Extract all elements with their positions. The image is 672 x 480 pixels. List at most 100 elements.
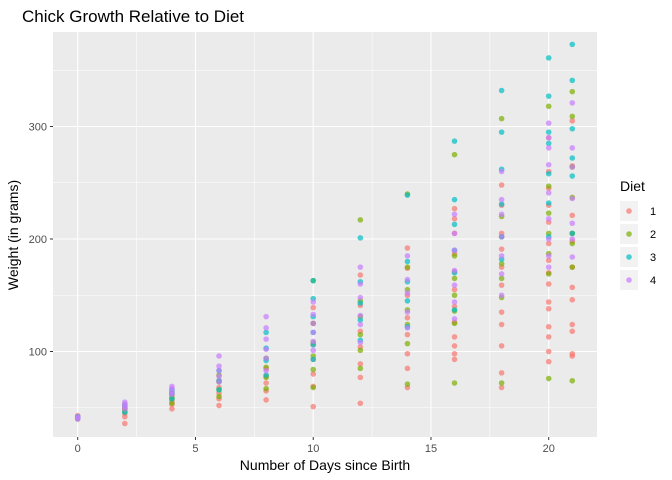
legend-swatch-diet-2 bbox=[626, 231, 632, 237]
data-point-diet-1 bbox=[310, 304, 317, 311]
data-point-diet-2 bbox=[545, 183, 552, 189]
data-point-diet-2 bbox=[451, 320, 458, 327]
data-point-diet-1 bbox=[451, 334, 458, 340]
data-point-diet-4 bbox=[263, 367, 269, 374]
data-point-diet-3 bbox=[569, 155, 576, 161]
data-point-diet-3 bbox=[545, 170, 552, 177]
data-point-diet-4 bbox=[451, 211, 458, 218]
data-point-diet-1 bbox=[545, 257, 552, 264]
data-point-diet-1 bbox=[404, 331, 411, 338]
data-point-diet-4 bbox=[451, 247, 458, 254]
legend: Diet 1 2 3 4 bbox=[618, 178, 658, 292]
data-point-diet-3 bbox=[263, 372, 269, 378]
data-point-diet-4 bbox=[404, 276, 411, 283]
data-point-diet-2 bbox=[451, 275, 458, 282]
data-point-diet-1 bbox=[569, 284, 576, 291]
data-point-diet-2 bbox=[404, 264, 411, 270]
data-point-diet-3 bbox=[310, 277, 317, 284]
data-point-diet-1 bbox=[357, 361, 364, 367]
data-point-diet-2 bbox=[569, 264, 576, 270]
data-point-diet-4 bbox=[263, 325, 269, 331]
data-point-diet-3 bbox=[310, 356, 317, 363]
data-point-diet-2 bbox=[569, 88, 576, 95]
x-tick-label: 5 bbox=[192, 443, 198, 455]
data-point-diet-2 bbox=[498, 260, 505, 267]
data-point-diet-3 bbox=[569, 173, 576, 179]
data-point-diet-4 bbox=[357, 312, 364, 319]
legend-label-diet-3: 3 bbox=[650, 252, 656, 264]
data-point-diet-4 bbox=[498, 271, 505, 277]
data-point-diet-2 bbox=[545, 103, 552, 110]
data-point-diet-4 bbox=[216, 379, 222, 385]
legend-label-diet-2: 2 bbox=[650, 229, 656, 241]
data-point-diet-4 bbox=[310, 311, 317, 318]
data-point-diet-3 bbox=[357, 317, 364, 323]
data-point-diet-3 bbox=[404, 192, 411, 198]
data-point-diet-2 bbox=[169, 400, 175, 407]
data-point-diet-2 bbox=[569, 240, 576, 247]
x-tick-label: 20 bbox=[543, 443, 555, 455]
data-point-diet-3 bbox=[451, 307, 458, 313]
data-point-diet-4 bbox=[545, 215, 552, 222]
data-point-diet-2 bbox=[451, 292, 458, 299]
data-point-diet-1 bbox=[310, 371, 317, 377]
data-point-diet-1 bbox=[357, 272, 364, 278]
data-point-diet-1 bbox=[569, 296, 576, 303]
x-tick-label: 10 bbox=[307, 443, 319, 455]
data-point-diet-1 bbox=[451, 286, 458, 293]
data-point-diet-4 bbox=[310, 299, 317, 305]
data-point-diet-4 bbox=[569, 164, 576, 170]
data-point-diet-1 bbox=[545, 348, 552, 355]
data-point-diet-3 bbox=[357, 235, 364, 241]
data-point-diet-3 bbox=[545, 140, 552, 147]
data-point-diet-4 bbox=[451, 316, 458, 322]
data-point-diet-4 bbox=[404, 290, 411, 296]
data-point-diet-3 bbox=[451, 196, 458, 203]
data-point-diet-4 bbox=[263, 355, 269, 362]
legend-swatch-diet-4 bbox=[626, 277, 632, 283]
data-point-diet-1 bbox=[545, 281, 552, 287]
data-point-diet-4 bbox=[357, 294, 364, 301]
data-point-diet-4 bbox=[569, 220, 576, 227]
data-point-diet-2 bbox=[216, 393, 222, 400]
data-point-diet-4 bbox=[498, 211, 505, 218]
data-point-diet-4 bbox=[569, 145, 576, 151]
data-point-diet-2 bbox=[451, 253, 458, 259]
data-point-diet-4 bbox=[169, 383, 175, 390]
data-point-diet-4 bbox=[545, 161, 552, 168]
y-tick-label: 300 bbox=[29, 122, 47, 134]
data-point-diet-3 bbox=[498, 87, 505, 94]
data-point-diet-4 bbox=[216, 353, 222, 359]
data-point-diet-4 bbox=[310, 338, 317, 345]
data-point-diet-4 bbox=[122, 399, 128, 405]
y-tick-label: 200 bbox=[29, 234, 47, 246]
data-point-diet-4 bbox=[545, 264, 552, 270]
data-point-diet-3 bbox=[569, 77, 576, 84]
data-points bbox=[74, 41, 576, 427]
data-point-diet-4 bbox=[451, 230, 458, 237]
y-tick-label: 100 bbox=[29, 347, 47, 359]
data-point-diet-1 bbox=[569, 328, 576, 335]
data-point-diet-1 bbox=[498, 370, 505, 376]
data-point-diet-1 bbox=[404, 365, 411, 372]
data-point-diet-1 bbox=[545, 323, 552, 330]
legend-swatch-diet-3 bbox=[626, 254, 632, 260]
legend-title: Diet bbox=[620, 178, 645, 194]
data-point-diet-3 bbox=[263, 329, 269, 336]
legend-label-diet-1: 1 bbox=[650, 206, 656, 218]
data-point-diet-4 bbox=[451, 282, 458, 288]
data-point-diet-4 bbox=[451, 267, 458, 274]
data-point-diet-3 bbox=[216, 386, 222, 393]
data-point-diet-2 bbox=[545, 271, 552, 277]
data-point-diet-1 bbox=[545, 240, 552, 247]
data-point-diet-4 bbox=[216, 367, 222, 374]
data-point-diet-4 bbox=[545, 190, 552, 196]
data-point-diet-4 bbox=[545, 236, 552, 242]
data-point-diet-3 bbox=[569, 41, 576, 48]
grid-minor bbox=[53, 32, 597, 437]
data-point-diet-4 bbox=[498, 292, 505, 299]
data-point-diet-4 bbox=[263, 313, 269, 320]
data-point-diet-4 bbox=[545, 253, 552, 259]
data-point-diet-2 bbox=[498, 115, 505, 122]
data-point-diet-1 bbox=[545, 299, 552, 305]
